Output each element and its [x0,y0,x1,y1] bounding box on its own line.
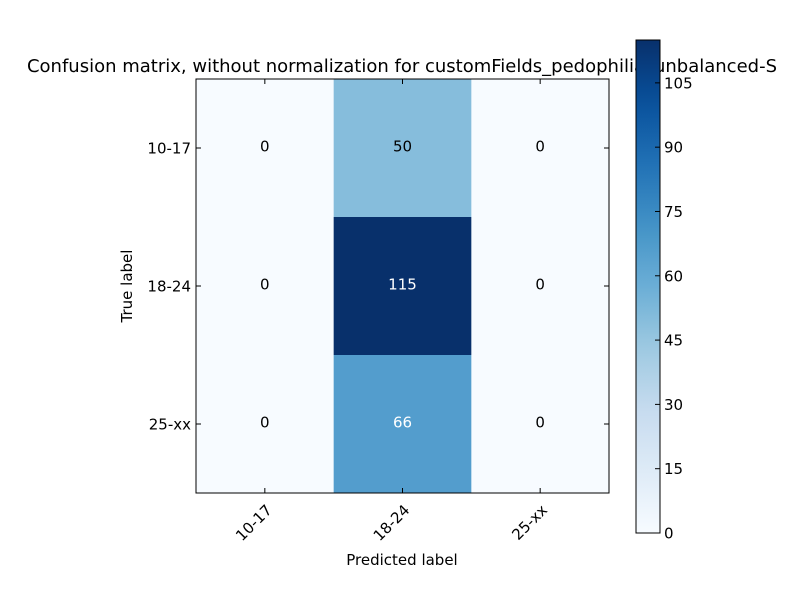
colorbar-gradient [636,40,660,533]
cell-value-label: 50 [393,138,412,156]
x-tick-label: 18-24 [370,501,414,545]
colorbar-frame [635,39,661,534]
cell-value-label: 0 [260,414,270,432]
chart-title: Confusion matrix, without normalization … [27,56,777,77]
cell-value-label: 0 [260,276,270,294]
heatmap-cell [471,79,610,218]
heatmap-cell [333,355,472,494]
heatmap-cell [471,217,610,356]
colorbar-tick-label: 60 [664,267,683,285]
cell-value-label: 0 [535,276,545,294]
colorbar: 0 15 30 45 60 75 90 105 [635,39,693,543]
y-tick-label: 18-24 [147,278,191,296]
x-tick-label: 25-xx [508,501,551,544]
y-axis-label: True label [118,250,136,324]
heatmap-cell [333,79,472,218]
colorbar-tick-label: 45 [664,332,683,350]
cell-value-label: 66 [393,414,412,432]
heatmap-cell [333,217,472,356]
heatmap-cell [196,79,335,218]
cell-value-label: 0 [535,138,545,156]
cell-value-label: 115 [388,276,417,294]
x-tick-label: 10-17 [232,501,276,545]
x-axis-label: Predicted label [346,551,457,569]
colorbar-tick-label: 105 [664,74,693,92]
y-tick-label: 10-17 [147,140,191,158]
colorbar-tick-label: 75 [664,203,683,221]
heatmap-cell [196,355,335,494]
heatmap-cell [196,217,335,356]
heatmap-cells: 0 50 0 0 115 0 0 66 0 [196,79,610,494]
colorbar-tick-label: 30 [664,396,683,414]
colorbar-tick-label: 0 [664,525,674,543]
colorbar-tick-label: 90 [664,139,683,157]
colorbar-tick-label: 15 [664,460,683,478]
y-tick-label: 25-xx [149,416,191,434]
heatmap-cell [471,355,610,494]
cell-value-label: 0 [260,138,270,156]
cell-value-label: 0 [535,414,545,432]
